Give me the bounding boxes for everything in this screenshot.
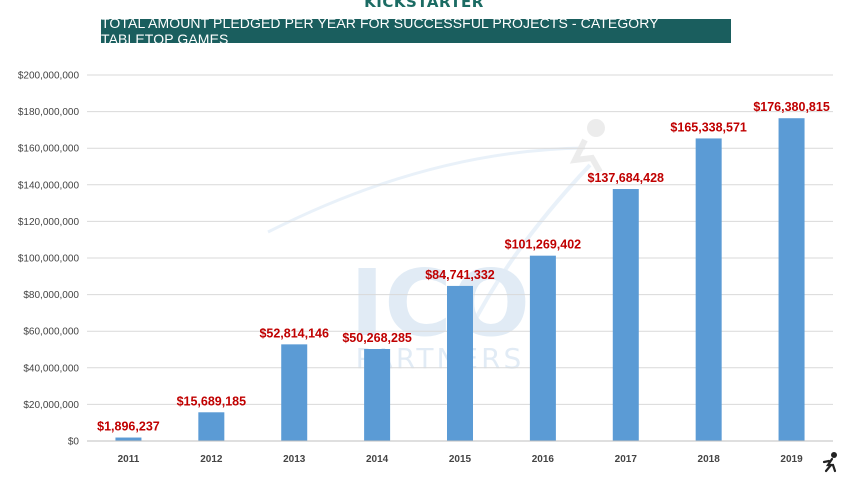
x-tick-label: 2013: [283, 454, 306, 465]
bar-2018: [695, 138, 722, 441]
data-label-2018: $165,338,571: [670, 120, 747, 134]
bar-2017: [612, 189, 639, 441]
data-label-2016: $101,269,402: [505, 238, 582, 252]
y-tick-label: $120,000,000: [18, 217, 80, 228]
y-tick-label: $100,000,000: [18, 254, 80, 265]
y-tick-label: $140,000,000: [18, 180, 80, 191]
chart-title: TOTAL AMOUNT PLEDGED PER YEAR FOR SUCCES…: [101, 15, 731, 47]
data-label-2011: $1,896,237: [97, 420, 160, 434]
y-axis: $0 $20,000,000 $40,000,000 $60,000,000 $80,0…: [18, 71, 80, 448]
y-tick-label: $20,000,000: [23, 400, 79, 411]
bar-2014: [364, 349, 391, 441]
data-label-2019: $176,380,815: [753, 100, 830, 114]
y-tick-label: $180,000,000: [18, 107, 80, 118]
bar-2016: [529, 255, 556, 441]
data-label-2012: $15,689,185: [177, 394, 247, 408]
bar-2019: [778, 118, 805, 441]
data-label-2017: $137,684,428: [588, 171, 665, 185]
data-label-2014: $50,268,285: [342, 331, 412, 345]
y-tick-label: $0: [68, 437, 80, 448]
y-tick-label: $60,000,000: [23, 327, 79, 338]
y-tick-label: $40,000,000: [23, 363, 79, 374]
y-tick-label: $200,000,000: [18, 71, 80, 82]
bar-2013: [281, 344, 308, 441]
bar-2015: [447, 285, 473, 441]
watermark-ico-text: ICO: [350, 250, 530, 357]
data-labels: $1,896,237 $15,689,185 $52,814,146 $50,268,…: [97, 100, 830, 433]
x-tick-label: 2014: [366, 454, 389, 465]
bar-2011: [115, 437, 142, 441]
data-label-2015: $84,741,332: [425, 268, 495, 282]
bar-2012: [198, 412, 225, 441]
x-tick-label: 2017: [615, 454, 638, 465]
x-tick-label: 2016: [532, 454, 555, 465]
runner-icon: [822, 452, 837, 473]
x-tick-label: 2015: [449, 454, 472, 465]
x-tick-label: 2018: [698, 454, 721, 465]
y-tick-label: $160,000,000: [18, 144, 80, 155]
x-tick-label: 2011: [118, 454, 140, 465]
bars: [115, 118, 805, 441]
watermark-logo: ICO PARTNERS: [267, 119, 605, 375]
y-tick-label: $80,000,000: [23, 290, 79, 301]
x-tick-label: 2012: [200, 454, 223, 465]
x-axis: 2011 2012 2013 2014 2015 2016 2017 2018 2019: [87, 440, 833, 465]
x-tick-label: 2019: [780, 454, 803, 465]
kickstarter-brand-header: KICKSTARTER: [364, 0, 484, 11]
data-label-2013: $52,814,146: [259, 326, 329, 340]
